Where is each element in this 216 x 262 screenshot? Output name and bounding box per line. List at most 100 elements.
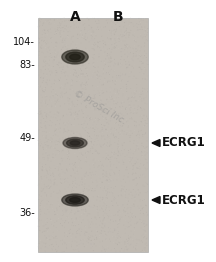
Point	[134, 98, 138, 102]
Point	[143, 66, 146, 70]
Point	[137, 206, 141, 210]
Point	[143, 219, 147, 223]
Point	[59, 69, 63, 73]
Point	[135, 120, 138, 124]
Point	[116, 23, 119, 27]
Point	[126, 225, 129, 229]
Point	[132, 91, 136, 95]
Point	[97, 72, 100, 76]
Point	[50, 70, 54, 74]
Point	[43, 42, 46, 47]
Point	[98, 199, 102, 203]
Point	[141, 61, 145, 65]
Point	[45, 169, 49, 173]
Point	[65, 77, 68, 81]
Point	[143, 166, 146, 170]
Point	[69, 163, 73, 167]
Point	[48, 153, 51, 157]
Point	[61, 170, 65, 174]
Point	[145, 59, 149, 63]
Point	[75, 47, 78, 51]
Point	[131, 173, 134, 177]
Point	[118, 105, 121, 109]
Point	[122, 216, 125, 220]
Point	[143, 17, 146, 21]
Point	[92, 73, 95, 78]
Point	[76, 99, 79, 103]
Point	[66, 234, 69, 239]
Point	[133, 193, 137, 197]
Point	[79, 95, 83, 99]
Point	[146, 150, 150, 154]
Point	[125, 202, 129, 206]
Point	[124, 60, 127, 64]
Point	[67, 151, 71, 155]
Point	[73, 171, 77, 175]
Point	[40, 167, 44, 171]
Point	[78, 150, 81, 154]
Text: 49-: 49-	[19, 133, 35, 143]
Point	[70, 155, 73, 159]
Point	[85, 106, 88, 110]
Point	[72, 184, 75, 188]
Point	[94, 32, 97, 36]
Point	[116, 243, 119, 247]
Point	[105, 88, 108, 92]
Point	[57, 139, 61, 143]
Point	[128, 159, 131, 163]
Point	[89, 28, 92, 32]
Point	[127, 238, 130, 243]
Point	[144, 121, 148, 125]
Point	[73, 114, 76, 119]
Point	[135, 189, 139, 194]
Point	[42, 90, 45, 94]
Point	[67, 194, 70, 198]
Point	[103, 142, 106, 146]
Point	[112, 186, 116, 190]
Point	[69, 199, 72, 203]
Point	[62, 210, 66, 214]
Point	[60, 97, 64, 101]
Point	[126, 242, 130, 246]
Point	[143, 17, 146, 21]
Point	[62, 148, 65, 152]
Point	[101, 226, 105, 230]
Point	[52, 33, 56, 37]
Point	[129, 166, 132, 171]
Point	[129, 108, 132, 112]
Point	[118, 168, 121, 173]
Point	[81, 51, 84, 55]
Point	[130, 193, 134, 197]
Point	[79, 85, 83, 89]
Point	[46, 221, 49, 225]
Point	[109, 60, 112, 64]
Point	[59, 162, 62, 166]
Point	[119, 179, 123, 183]
Point	[68, 236, 72, 240]
Point	[43, 28, 47, 32]
Point	[77, 218, 80, 222]
Point	[116, 153, 120, 157]
Point	[40, 50, 44, 54]
Point	[120, 77, 124, 81]
Point	[55, 191, 59, 195]
Point	[122, 160, 125, 165]
Point	[86, 134, 89, 138]
Point	[131, 178, 135, 182]
Point	[137, 193, 140, 197]
Point	[100, 130, 104, 134]
Point	[123, 210, 127, 214]
Point	[43, 166, 47, 171]
Point	[38, 87, 42, 91]
Point	[142, 228, 145, 232]
Point	[40, 174, 43, 179]
Point	[80, 154, 84, 158]
Point	[68, 152, 72, 156]
Point	[129, 216, 132, 220]
Point	[46, 132, 49, 136]
Point	[112, 197, 115, 201]
Point	[130, 155, 133, 159]
Point	[70, 81, 73, 85]
Point	[100, 134, 103, 138]
Point	[130, 159, 133, 163]
